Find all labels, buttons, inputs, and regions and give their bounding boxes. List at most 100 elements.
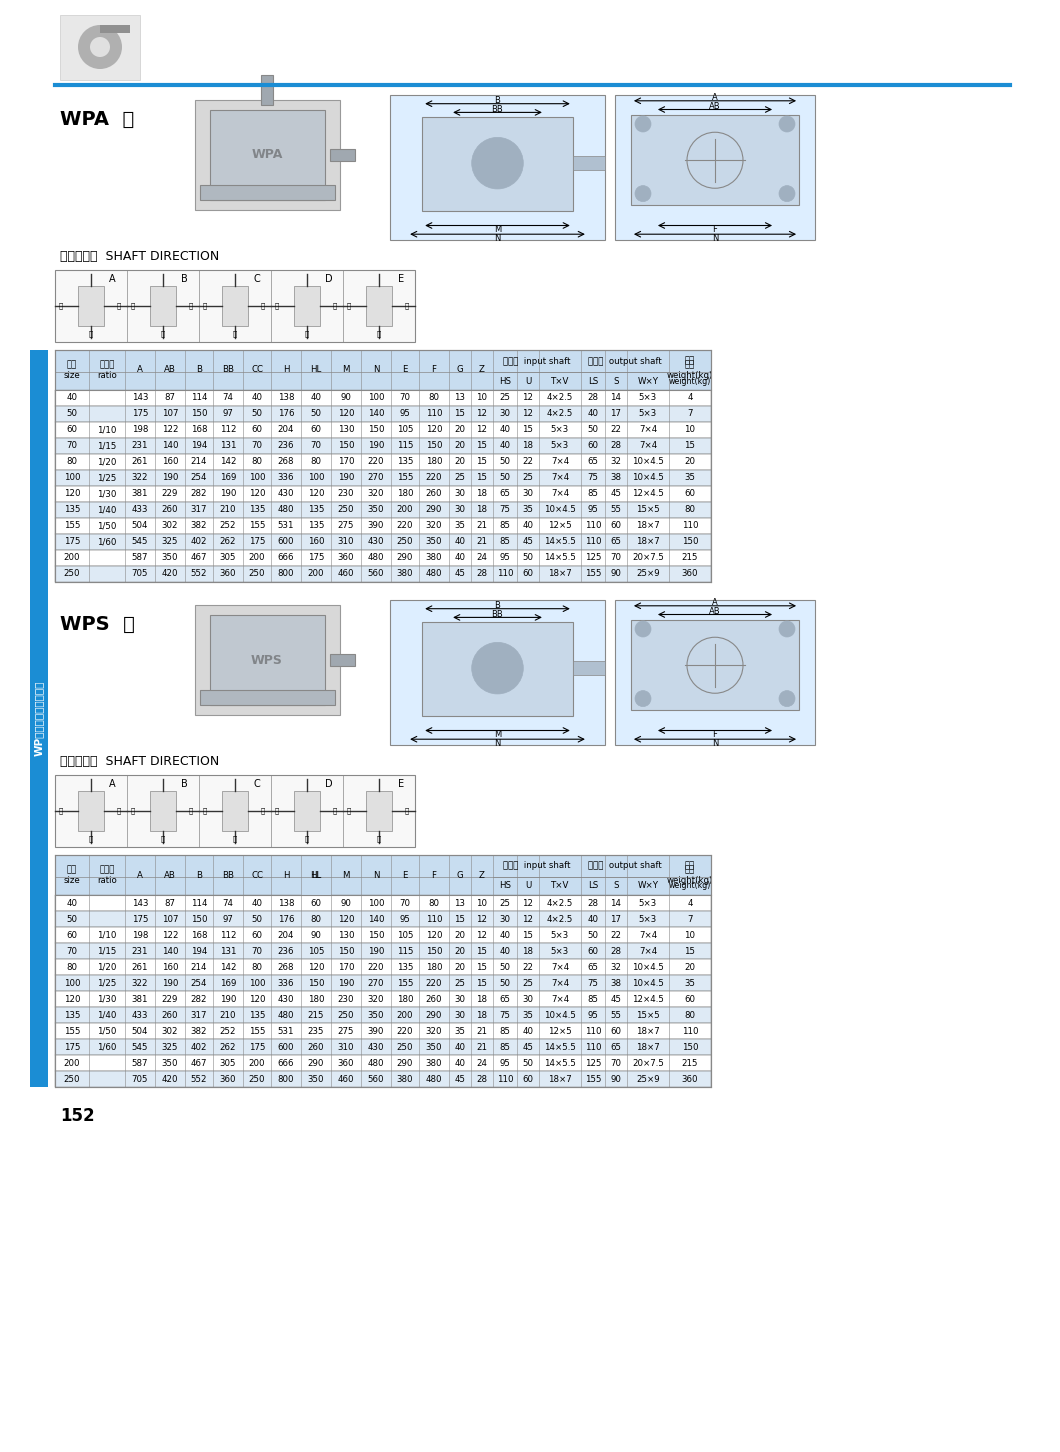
Text: BB: BB — [222, 366, 234, 375]
Text: 入: 入 — [161, 330, 165, 337]
Text: BB: BB — [222, 871, 234, 880]
Text: 出: 出 — [261, 302, 265, 309]
Text: 50: 50 — [523, 553, 533, 562]
Bar — [615, 600, 815, 745]
Text: 430: 430 — [278, 995, 295, 1003]
Text: 305: 305 — [219, 1059, 236, 1067]
Text: 380: 380 — [426, 1059, 442, 1067]
Text: 入: 入 — [275, 807, 279, 815]
Text: 480: 480 — [368, 1059, 384, 1067]
Text: weight(kg): weight(kg) — [669, 376, 711, 385]
Text: 152: 152 — [60, 1106, 94, 1125]
Text: 1/25: 1/25 — [98, 473, 117, 482]
Text: 5×3: 5×3 — [551, 931, 569, 939]
Text: 40: 40 — [523, 521, 533, 530]
Text: 180: 180 — [396, 995, 413, 1003]
Text: 180: 180 — [307, 995, 324, 1003]
Text: 出: 出 — [117, 302, 121, 309]
Bar — [631, 620, 799, 710]
Text: 出力軸  output shaft: 出力軸 output shaft — [588, 861, 661, 871]
Text: 30: 30 — [523, 995, 533, 1003]
Text: F: F — [712, 730, 718, 739]
Text: BB: BB — [492, 610, 504, 619]
Text: 7×4: 7×4 — [551, 979, 569, 987]
Text: T×V: T×V — [551, 881, 569, 890]
Text: 433: 433 — [131, 505, 148, 514]
Bar — [390, 600, 605, 745]
Text: 302: 302 — [162, 521, 178, 530]
Text: 402: 402 — [191, 1043, 208, 1051]
Text: 545: 545 — [131, 537, 148, 546]
Text: 140: 140 — [368, 409, 384, 418]
Text: 140: 140 — [368, 915, 384, 923]
Text: 40: 40 — [455, 553, 465, 562]
Text: 21: 21 — [477, 1027, 488, 1035]
Text: 250: 250 — [338, 505, 354, 514]
Text: 17: 17 — [611, 409, 621, 418]
Text: G: G — [457, 366, 463, 375]
Text: 260: 260 — [426, 489, 442, 498]
Bar — [210, 110, 325, 200]
Text: 155: 155 — [64, 1027, 81, 1035]
Text: 14×5.5: 14×5.5 — [544, 553, 576, 562]
Text: 25×9: 25×9 — [636, 1074, 659, 1083]
Text: 320: 320 — [426, 521, 442, 530]
Bar — [615, 94, 815, 240]
Text: 5×3: 5×3 — [639, 393, 657, 402]
Text: 214: 214 — [191, 963, 208, 971]
Text: 112: 112 — [219, 931, 236, 939]
Text: B: B — [196, 366, 202, 375]
Text: 出力軸  output shaft: 出力軸 output shaft — [588, 357, 661, 366]
Text: 70: 70 — [67, 441, 77, 450]
Text: 95: 95 — [499, 553, 511, 562]
Text: 666: 666 — [278, 1059, 295, 1067]
Text: 50: 50 — [67, 409, 77, 418]
Bar — [223, 286, 248, 325]
Bar — [55, 992, 711, 1008]
Text: BB: BB — [492, 105, 504, 115]
Text: 380: 380 — [396, 1074, 413, 1083]
Text: 12: 12 — [523, 393, 533, 402]
Text: 40: 40 — [587, 915, 599, 923]
Text: 45: 45 — [523, 537, 533, 546]
Text: 229: 229 — [162, 489, 178, 498]
Text: 250: 250 — [396, 537, 413, 546]
Text: 22: 22 — [523, 457, 533, 466]
Text: 115: 115 — [396, 441, 413, 450]
Text: 150: 150 — [368, 931, 384, 939]
Text: 12×4.5: 12×4.5 — [632, 995, 664, 1003]
Text: 入力軸  input shaft: 入力軸 input shaft — [504, 357, 570, 366]
Text: F: F — [712, 225, 718, 234]
Text: 40: 40 — [499, 425, 511, 434]
Text: 170: 170 — [338, 457, 354, 466]
Bar — [55, 534, 711, 550]
Text: 12: 12 — [477, 915, 488, 923]
Bar — [200, 690, 335, 706]
Text: 10: 10 — [685, 425, 695, 434]
Text: 50: 50 — [587, 931, 599, 939]
Text: C: C — [253, 273, 260, 283]
Text: 169: 169 — [219, 979, 236, 987]
Text: 231: 231 — [131, 947, 148, 955]
Text: 120: 120 — [338, 915, 354, 923]
Text: 1/50: 1/50 — [98, 1027, 117, 1035]
Text: 出: 出 — [404, 302, 408, 309]
Text: 420: 420 — [162, 569, 178, 578]
Text: 168: 168 — [191, 931, 208, 939]
Text: 15: 15 — [477, 457, 488, 466]
Text: 120: 120 — [249, 489, 265, 498]
Text: 50: 50 — [587, 425, 599, 434]
Text: 190: 190 — [162, 979, 178, 987]
Text: 25×9: 25×9 — [636, 569, 659, 578]
Text: 360: 360 — [338, 1059, 354, 1067]
Text: 50: 50 — [499, 963, 511, 971]
Text: 40: 40 — [311, 393, 321, 402]
Circle shape — [635, 621, 651, 637]
Text: 85: 85 — [499, 1027, 511, 1035]
Text: 150: 150 — [338, 947, 354, 955]
Text: 160: 160 — [162, 457, 178, 466]
Text: 18: 18 — [477, 489, 488, 498]
Text: 20: 20 — [455, 457, 465, 466]
Bar — [55, 439, 711, 454]
Bar — [151, 286, 176, 325]
